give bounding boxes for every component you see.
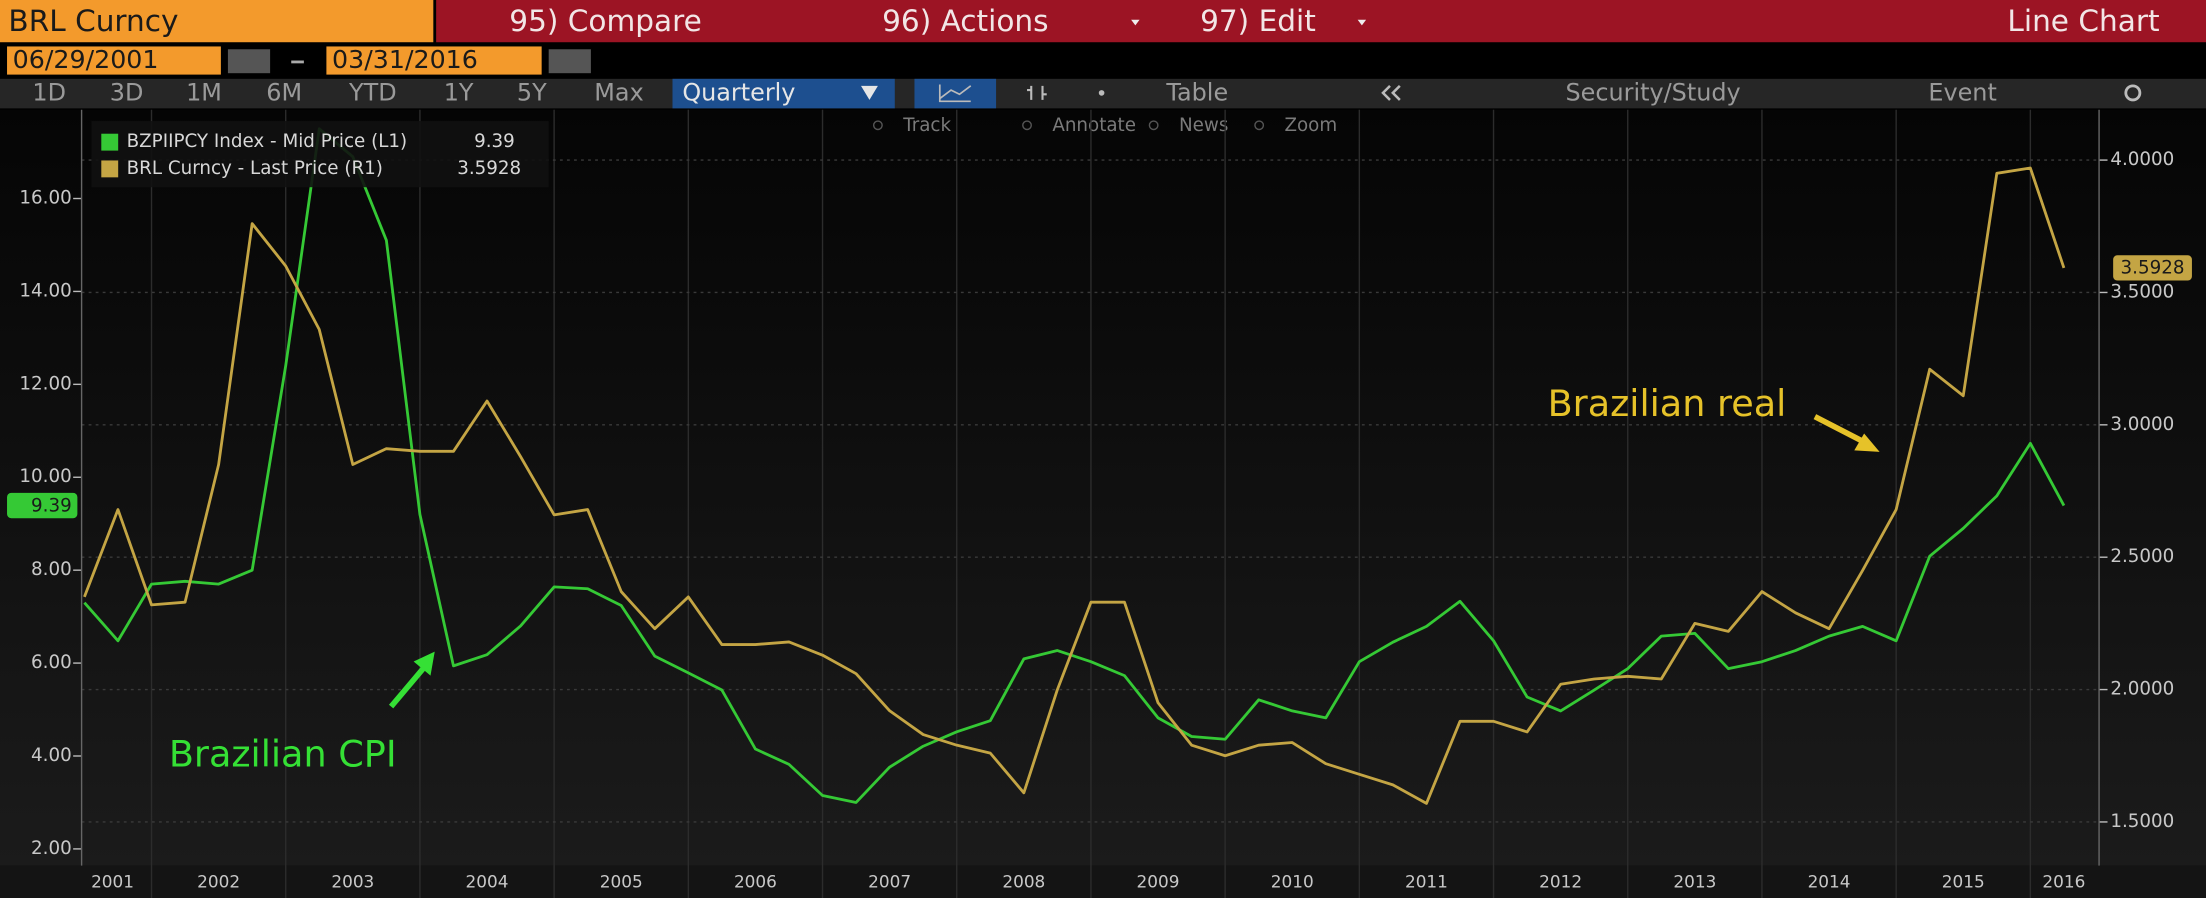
period-button[interactable]: 3D [110, 79, 144, 107]
annotation: Brazilian CPI [169, 732, 397, 775]
chart-tool[interactable]: News [1179, 115, 1228, 136]
x-tick-label: 2001 [91, 872, 134, 892]
view-name: Line Chart [2007, 4, 2159, 38]
y2-tick-label: 2.5000 [2110, 546, 2174, 567]
x-tick-label: 2013 [1673, 872, 1716, 892]
y2-tick-label: 4.0000 [2110, 149, 2174, 170]
frequency-box[interactable] [672, 78, 895, 109]
menu-item[interactable]: 97) Edit [1200, 4, 1316, 38]
plot [83, 127, 2066, 805]
y-tick-label: 6.00 [31, 652, 72, 673]
x-tick-label: 2005 [600, 872, 643, 892]
bar-style-icon [1027, 85, 1047, 100]
tool-icon [872, 120, 883, 131]
y-tick-label: 12.00 [19, 373, 71, 394]
menu-bar [436, 0, 2206, 43]
y2-tick-label: 2.0000 [2110, 679, 2174, 700]
x-tick-label: 2010 [1271, 872, 1314, 892]
x-tick-label: 2008 [1002, 872, 1045, 892]
menu-dot [1098, 90, 1105, 96]
date-box [7, 46, 221, 75]
calendar-button[interactable] [548, 49, 591, 74]
period-button[interactable]: 5Y [517, 79, 547, 107]
chart-tool[interactable]: Zoom [1284, 115, 1337, 136]
chart-style-icon [938, 84, 972, 103]
period-button[interactable]: 1Y [444, 79, 474, 107]
x-tick-label: 2014 [1808, 872, 1851, 892]
series-line [83, 166, 2066, 805]
y-tick-label: 14.00 [19, 280, 71, 301]
tool-icon [1148, 120, 1159, 131]
period-button[interactable]: 6M [266, 79, 302, 107]
last-value-tag [7, 492, 78, 519]
legend-swatch [101, 133, 119, 151]
ticker-box [0, 0, 434, 43]
y-tick-label: 4.00 [31, 745, 72, 766]
chart-style-button[interactable] [914, 78, 997, 109]
legend-value: 3.5928 [457, 158, 521, 179]
last-value-tag [2113, 255, 2192, 281]
toolbar-button[interactable]: Table [1165, 79, 1228, 107]
last-value-label: 9.39 [31, 495, 72, 516]
chart-tool[interactable]: Annotate [1052, 115, 1136, 136]
chart-background [0, 109, 2206, 866]
period-button[interactable]: 1D [32, 79, 66, 107]
x-tick-label: 2016 [2042, 872, 2085, 892]
legend-value: 9.39 [474, 131, 515, 152]
menu-item[interactable]: 96) Actions [882, 4, 1048, 38]
end-date[interactable]: 03/31/2016 [332, 44, 478, 74]
last-value-label: 3.5928 [2121, 258, 2185, 279]
collapse-icon[interactable] [1381, 84, 1401, 101]
series-line [83, 127, 2066, 804]
legend-label: BZPIIPCY Index - Mid Price (L1) [127, 131, 408, 152]
legend-label: BRL Curncy - Last Price (R1) [127, 158, 383, 179]
annotation: Brazilian real [1548, 382, 1787, 425]
y2-tick-label: 1.5000 [2110, 811, 2174, 832]
period-button[interactable]: Max [594, 79, 643, 107]
legend [91, 121, 549, 188]
x-tick-label: 2009 [1137, 872, 1180, 892]
dropdown-arrow [1131, 19, 1140, 26]
toolbar-button[interactable]: Event [1928, 79, 1996, 107]
annotation-arrowhead [413, 651, 435, 676]
tool-icon [1254, 120, 1265, 131]
period-button[interactable]: 1M [186, 79, 222, 107]
start-date[interactable]: 06/29/2001 [13, 44, 159, 74]
dropdown-arrow [861, 85, 878, 100]
chart-tool[interactable]: Track [902, 115, 951, 136]
y2-tick-label: 3.0000 [2110, 414, 2174, 435]
ticker: BRL Curncy [8, 4, 178, 38]
y-tick-label: 10.00 [19, 466, 71, 487]
settings-icon[interactable] [2124, 84, 2142, 102]
date-box [326, 46, 542, 75]
tool-icon [1022, 120, 1032, 131]
period-button[interactable]: YTD [348, 79, 397, 107]
y-tick-label: 16.00 [19, 188, 71, 209]
x-axis-band [0, 865, 2206, 898]
x-tick-label: 2003 [331, 872, 374, 892]
y-tick-label: 2.00 [31, 838, 72, 859]
x-tick-label: 2002 [197, 872, 240, 892]
x-tick-label: 2004 [466, 872, 509, 892]
x-tick-label: 2011 [1405, 872, 1448, 892]
x-tick-label: 2012 [1539, 872, 1582, 892]
dropdown-arrow [1357, 19, 1367, 26]
frequency[interactable]: Quarterly [682, 79, 795, 107]
calendar-button[interactable] [227, 49, 271, 74]
x-tick-label: 2006 [734, 872, 777, 892]
x-tick-label: 2007 [868, 872, 911, 892]
legend-swatch [101, 160, 119, 178]
annotation-arrowhead [1854, 433, 1880, 452]
annotation-arrow [1813, 414, 1866, 445]
x-tick-label: 2015 [1942, 872, 1985, 892]
toolbar-button[interactable]: Security/Study [1565, 79, 1740, 107]
y-tick-label: 8.00 [31, 559, 72, 580]
y2-tick-label: 3.5000 [2110, 281, 2174, 302]
menu-item[interactable]: 95) Compare [509, 4, 702, 38]
